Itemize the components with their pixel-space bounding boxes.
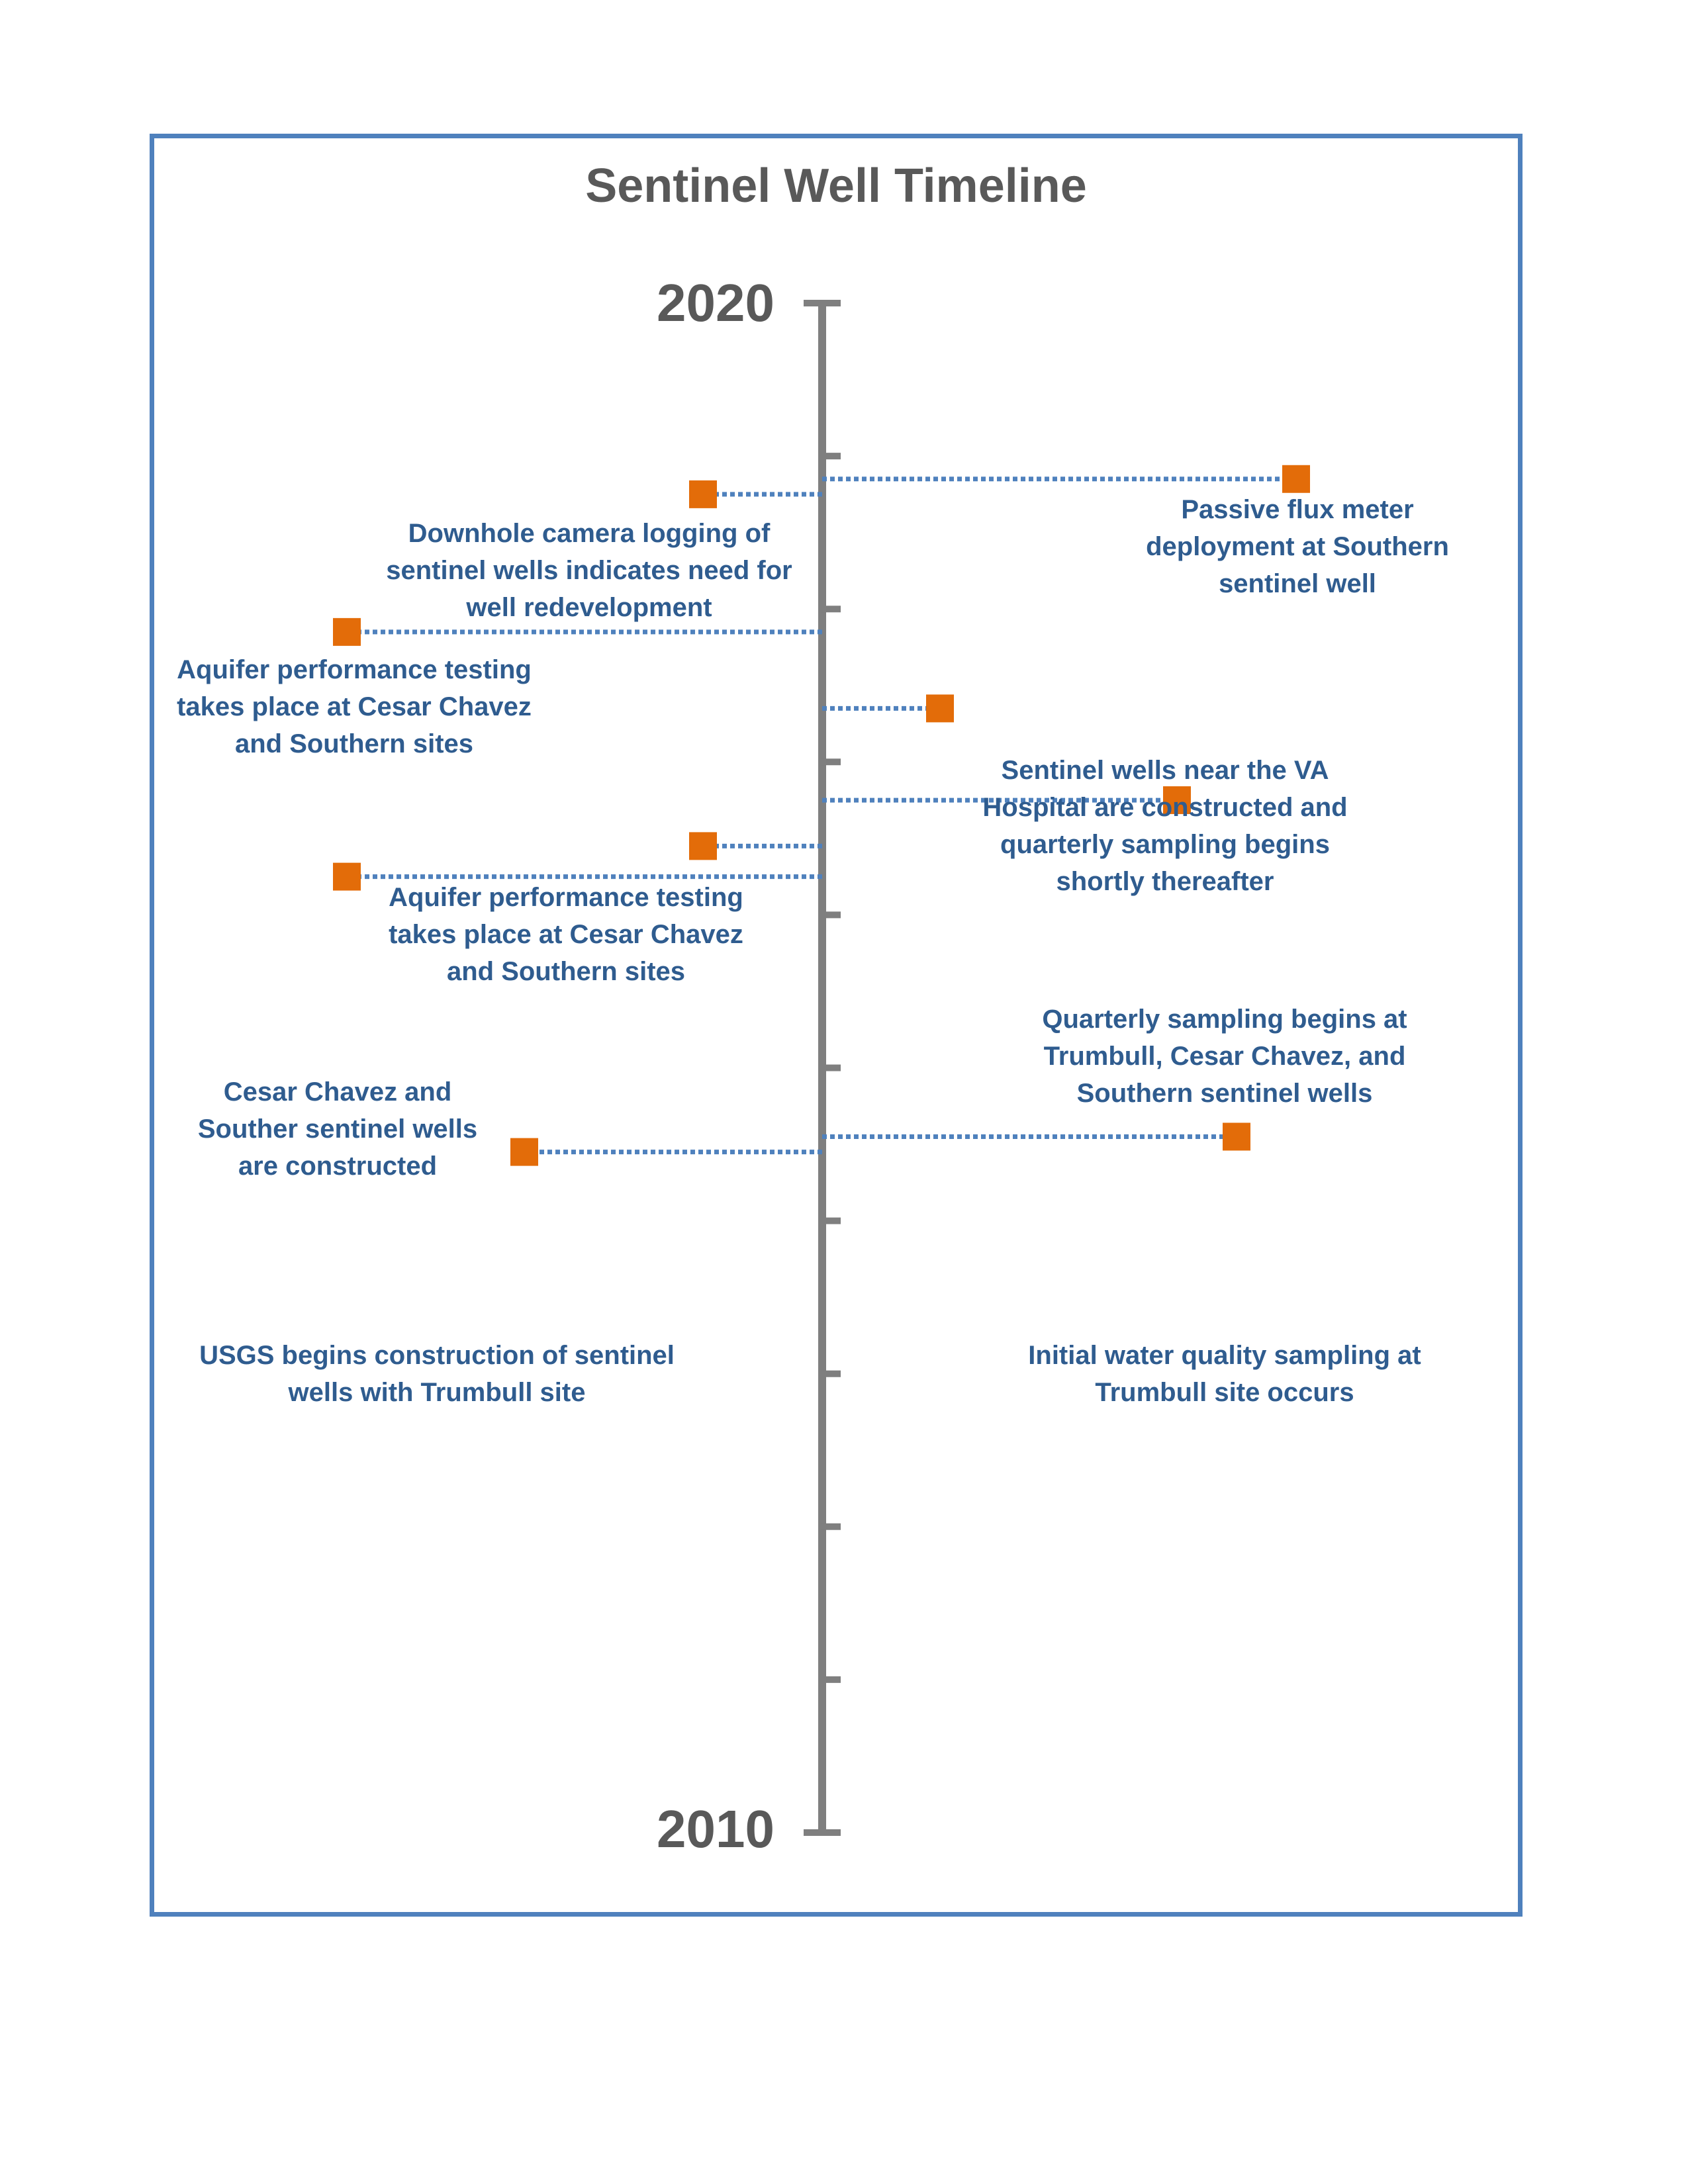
- event-marker: [510, 1138, 538, 1166]
- event-marker: [689, 480, 717, 508]
- event-label-va-hospital-wells: Sentinel wells near the VA Hospital are …: [982, 756, 1348, 896]
- event-marker: [1282, 465, 1310, 493]
- axis-start-year-label: 2020: [657, 273, 774, 332]
- event-marker: [1223, 1122, 1250, 1151]
- event-connectors: [347, 477, 1296, 1155]
- timeline-frame: [150, 134, 1523, 1917]
- event-label-quarterly-sampling: Quarterly sampling begins at Trumbull, C…: [1042, 1005, 1407, 1108]
- event-marker: [926, 694, 954, 723]
- axis-end-year-label: 2010: [657, 1799, 774, 1858]
- event-label-usgs-construction: USGS begins construction of sentinel wel…: [199, 1341, 675, 1407]
- event-marker: [333, 617, 361, 646]
- event-label-aquifer-testing-2016: Aquifer performance testing takes place …: [389, 883, 743, 986]
- event-label-cesar-chavez-wells-constructed: Cesar Chavez and Souther sentinel wells …: [197, 1077, 478, 1181]
- event-label-downhole-camera-logging: Downhole camera logging of sentinel well…: [386, 519, 792, 622]
- event-label-initial-water-quality: Initial water quality sampling at Trumbu…: [1028, 1341, 1421, 1407]
- event-markers: [333, 465, 1310, 1166]
- event-marker: [689, 832, 717, 860]
- event-marker: [333, 862, 361, 891]
- event-label-passive-flux-meter: Passive flux meter deployment at Souther…: [1146, 495, 1449, 598]
- axis-ticks: [804, 300, 841, 1836]
- event-marker: [1163, 786, 1191, 815]
- event-label-aquifer-testing-2018: Aquifer performance testing takes place …: [177, 655, 532, 758]
- timeline-title: Sentinel Well Timeline: [585, 159, 1087, 212]
